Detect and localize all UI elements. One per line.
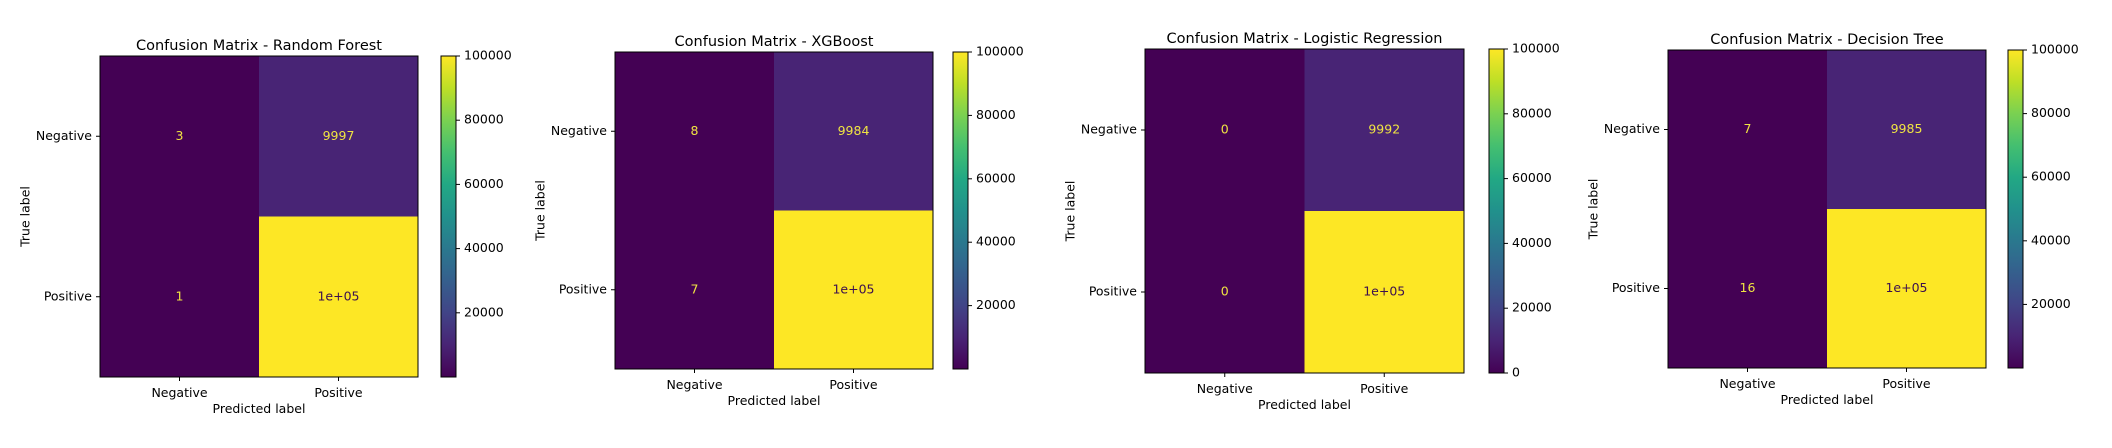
- cell-value-label: 1e+05: [832, 281, 874, 296]
- x-tick-label: Negative: [1719, 376, 1775, 391]
- heatmap-cell: [1668, 209, 1827, 368]
- cell-value-label: 9992: [1368, 122, 1400, 137]
- colorbar-tick-label: 40000: [1512, 235, 1552, 250]
- x-tick-label: Negative: [666, 377, 722, 392]
- heatmap-cell: [774, 210, 933, 369]
- colorbar-tick-label: 80000: [1512, 105, 1552, 120]
- cell-value-label: 16: [1740, 280, 1756, 295]
- cell-value-label: 9985: [1891, 121, 1923, 136]
- colorbar-tick-label: 20000: [464, 304, 504, 319]
- heatmap-cell: [1668, 50, 1827, 209]
- colorbar: [952, 51, 969, 370]
- y-tick-label: Negative: [36, 128, 92, 143]
- colorbar-tick-label: 40000: [976, 234, 1016, 249]
- colorbar-tick-label: 100000: [976, 44, 1024, 59]
- x-axis-label: Predicted label: [1781, 392, 1874, 407]
- chart-title: Confusion Matrix - Random Forest: [136, 38, 382, 54]
- colorbar-tick-label: 60000: [464, 176, 504, 191]
- colorbar-tick-label: 0: [1512, 365, 1520, 380]
- confusion-matrix-1: 3 9997 1 1e+05 Negative Positive Negative Posit…: [18, 38, 512, 416]
- axes-frame: [614, 51, 934, 370]
- colorbar: [2007, 49, 2024, 369]
- x-tick-label: Negative: [151, 385, 207, 400]
- colorbar-tick-label: 20000: [2031, 296, 2071, 311]
- heatmap-cell: [1145, 49, 1305, 211]
- colorbar-tick-label: 60000: [1512, 170, 1552, 185]
- colorbar-tick-label: 80000: [464, 112, 504, 127]
- heatmap-cell: [1304, 211, 1464, 373]
- x-tick-label: Negative: [1197, 381, 1253, 396]
- y-tick-label: Positive: [1089, 284, 1137, 299]
- colorbar-tick-label: 40000: [2031, 232, 2071, 247]
- cell-value-label: 9984: [838, 123, 870, 138]
- colorbar-tick-label: 80000: [976, 107, 1016, 122]
- cell-value-label: 0: [1221, 122, 1229, 137]
- x-tick-label: Positive: [314, 385, 362, 400]
- heatmap-cell: [259, 56, 418, 217]
- heatmap-cell: [100, 216, 259, 377]
- confusion-matrix-4: 7 9985 16 1e+05 Negative Positive Negative Posi…: [1586, 32, 2079, 407]
- chart-title: Confusion Matrix - XGBoost: [675, 34, 874, 50]
- x-axis-label: Predicted label: [728, 393, 821, 408]
- heatmap-cell: [259, 216, 418, 377]
- y-tick-label: Negative: [551, 123, 607, 138]
- confusion-matrix-2: 8 9984 7 1e+05 Negative Positive Negative Posit…: [533, 34, 1024, 408]
- chart-title: Confusion Matrix - Logistic Regression: [1167, 31, 1443, 47]
- y-tick-label: Positive: [44, 288, 92, 303]
- heatmap-cell: [615, 52, 774, 211]
- colorbar-tick-label: 20000: [1512, 300, 1552, 315]
- cell-value-label: 1e+05: [1363, 284, 1405, 299]
- y-tick-label: Positive: [559, 281, 607, 296]
- y-tick-label: Negative: [1604, 121, 1660, 136]
- colorbar-tick-label: 100000: [464, 48, 512, 63]
- x-axis-label: Predicted label: [213, 401, 306, 416]
- heatmap-cell: [1145, 211, 1305, 373]
- colorbar-tick-label: 60000: [2031, 169, 2071, 184]
- colorbar-tick-label: 20000: [976, 297, 1016, 312]
- cell-value-label: 1: [176, 288, 184, 303]
- colorbar-tick-label: 60000: [976, 170, 1016, 185]
- colorbar-tick-label: 40000: [464, 240, 504, 255]
- confusion-matrix-3: 0 9992 0 1e+05 Negative Positive Negative Posit…: [1063, 31, 1560, 412]
- axes-frame: [1144, 48, 1465, 374]
- heatmap-cell: [774, 52, 933, 211]
- y-tick-label: Negative: [1081, 122, 1137, 137]
- colorbar-tick-label: 100000: [2031, 42, 2079, 57]
- axes-frame: [1667, 49, 1987, 369]
- y-axis-label: True label: [1586, 179, 1601, 241]
- colorbar-tick-label: 100000: [1512, 41, 1560, 56]
- cell-value-label: 3: [176, 128, 184, 143]
- x-tick-label: Positive: [1882, 376, 1930, 391]
- cell-value-label: 8: [691, 123, 699, 138]
- cell-value-label: 0: [1221, 284, 1229, 299]
- x-axis-label: Predicted label: [1258, 397, 1351, 412]
- heatmap-cell: [100, 56, 259, 217]
- y-axis-label: True label: [18, 186, 33, 248]
- heatmap-cell: [1304, 49, 1464, 211]
- colorbar-tick-label: 80000: [2031, 105, 2071, 120]
- axes-frame: [99, 55, 419, 378]
- cell-value-label: 7: [1744, 121, 1752, 136]
- chart-title: Confusion Matrix - Decision Tree: [1710, 32, 1943, 48]
- colorbar: [1488, 48, 1505, 374]
- heatmap-cell: [615, 210, 774, 369]
- x-tick-label: Positive: [1360, 381, 1408, 396]
- heatmap-cell: [1827, 209, 1986, 368]
- colorbar: [440, 55, 457, 378]
- y-axis-label: True label: [1063, 181, 1078, 243]
- cell-value-label: 1e+05: [1885, 280, 1927, 295]
- heatmap-cell: [1827, 50, 1986, 209]
- cell-value-label: 1e+05: [317, 288, 359, 303]
- cell-value-label: 7: [691, 281, 699, 296]
- x-tick-label: Positive: [829, 377, 877, 392]
- cell-value-label: 9997: [323, 128, 355, 143]
- y-axis-label: True label: [533, 180, 548, 242]
- y-tick-label: Positive: [1612, 280, 1660, 295]
